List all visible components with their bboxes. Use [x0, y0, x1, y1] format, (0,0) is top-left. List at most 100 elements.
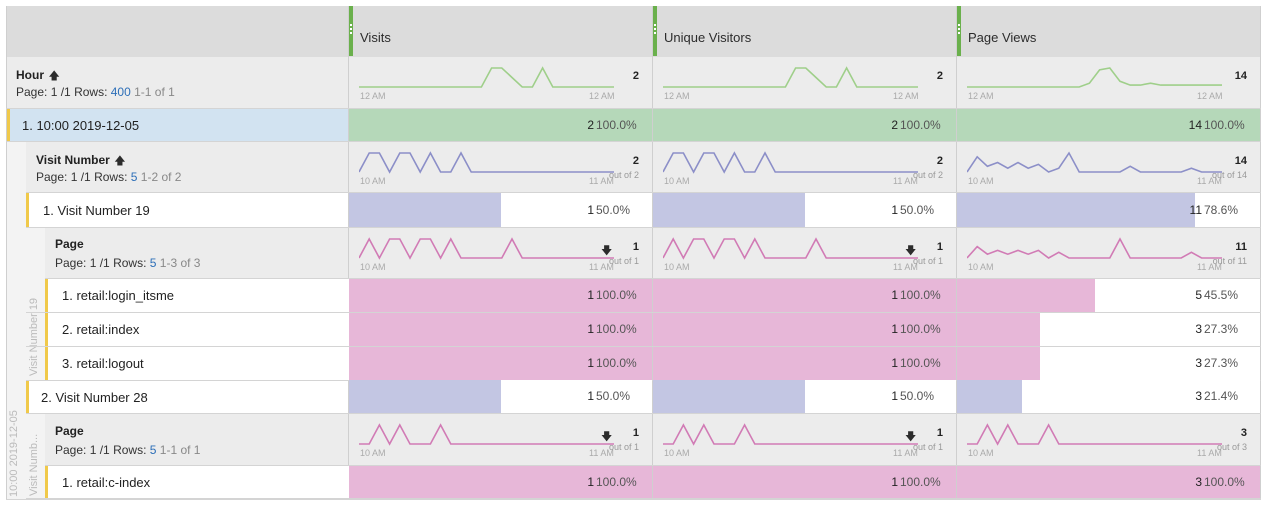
row-range: 1-2 of 2 [140, 170, 182, 184]
nesting-gutter-vn28 [26, 414, 45, 500]
tick-label-start: 10 AM [968, 448, 994, 458]
metric-percent: 50.0% [596, 203, 631, 217]
table-border [6, 499, 1261, 500]
column-total: 2 [936, 155, 943, 167]
metric-value: 1 [891, 288, 898, 302]
metric-percent: 100.0% [1204, 475, 1245, 489]
column-total-out-of: out of 1 [608, 442, 639, 452]
metric-bar [349, 380, 501, 414]
sort-down-arrow-icon[interactable]: 🡇 [601, 245, 613, 257]
sparkline-path [663, 423, 918, 446]
row-range: 1-3 of 3 [159, 256, 201, 270]
tick-label-end: 11 AM [1197, 448, 1222, 458]
sort-down-arrow-icon[interactable]: 🡇 [905, 431, 917, 443]
metric-bar [349, 313, 652, 347]
row-label[interactable]: 2. Visit Number 28 [41, 390, 148, 405]
column-total-out-of: out of 1 [912, 256, 943, 266]
rows-selector[interactable]: 5 [130, 170, 138, 184]
tick-label-end: 12 AM [893, 91, 919, 101]
drag-handle-icon[interactable] [349, 6, 353, 56]
row-range: 1-1 of 1 [159, 443, 201, 457]
table-row-page[interactable] [45, 279, 349, 313]
metric-value: 1 [891, 322, 898, 336]
metric-percent: 50.0% [900, 203, 935, 217]
tick-label-start: 12 AM [360, 91, 386, 101]
table-row-visit-number-19[interactable] [26, 193, 349, 228]
rows-selector[interactable]: 400 [110, 85, 131, 99]
sort-down-arrow-icon[interactable]: 🡇 [601, 431, 613, 443]
tick-label-start: 10 AM [968, 262, 994, 272]
dimension-name: Visit Number [36, 153, 110, 167]
column-total: 2 [632, 155, 639, 167]
metric-value: 2 [891, 118, 898, 132]
side-label-vn28: Visit Numb... [28, 433, 40, 496]
column-divider [1260, 6, 1261, 500]
metric-bar [957, 193, 1195, 228]
sort-down-arrow-icon[interactable]: 🡇 [905, 245, 917, 257]
metric-percent: 100.0% [900, 475, 941, 489]
sort-up-arrow-icon[interactable]: 🡅 [114, 155, 126, 167]
table-row-page[interactable] [45, 466, 349, 499]
tick-label-end: 11 AM [893, 262, 918, 272]
metric-bar [957, 279, 1095, 313]
table-row-visit-number-28[interactable] [26, 380, 349, 414]
table-row-page[interactable] [45, 347, 349, 381]
table-row-hour[interactable] [6, 109, 349, 142]
table-header [6, 6, 1261, 57]
sparkline-path [967, 67, 1222, 88]
metric-percent: 100.0% [900, 118, 941, 132]
metric-percent: 50.0% [596, 389, 631, 403]
row-label[interactable]: 1. retail:login_itsme [62, 288, 174, 303]
dimension-name: Hour [16, 68, 44, 82]
sparkline [967, 237, 1222, 259]
hour-dimension-label[interactable]: Hour 🡅 [16, 66, 60, 86]
column-title: Visits [360, 30, 391, 45]
drag-handle-icon[interactable] [653, 6, 657, 56]
column-header-unique-visitors[interactable]: Unique Visitors [653, 6, 957, 57]
row-label[interactable]: 1. retail:c-index [62, 475, 151, 490]
visit-number-dimension-label[interactable]: Visit Number 🡅 [36, 151, 126, 171]
metric-value: 3 [1195, 356, 1202, 370]
metric-value: 1 [587, 203, 594, 217]
metric-bar [653, 466, 956, 499]
metric-percent: 100.0% [1204, 118, 1245, 132]
page-indicator: Page: 1 /1 [16, 85, 71, 99]
row-divider [26, 413, 1261, 414]
tick-label-end: 11 AM [589, 448, 614, 458]
metric-percent: 100.0% [596, 322, 637, 336]
row-label[interactable]: 1. 10:00 2019-12-05 [22, 118, 140, 133]
tick-label-start: 12 AM [664, 91, 690, 101]
row-label[interactable]: 1. Visit Number 19 [43, 203, 150, 218]
rows-label: Rows: [74, 85, 108, 99]
row-divider [26, 192, 1261, 193]
sparkline [359, 237, 614, 260]
rows-selector[interactable]: 5 [149, 443, 157, 457]
tick-label-start: 10 AM [360, 262, 386, 272]
metric-value: 5 [1195, 288, 1202, 302]
tick-label-end: 11 AM [589, 262, 614, 272]
metric-percent: 100.0% [596, 475, 637, 489]
column-total: 1 [632, 427, 639, 439]
tick-label-start: 10 AM [360, 176, 386, 186]
dimension-name[interactable]: Page [55, 424, 84, 438]
sort-up-arrow-icon[interactable]: 🡅 [48, 70, 60, 82]
row-label[interactable]: 3. retail:logout [62, 356, 144, 371]
drag-handle-icon[interactable] [957, 6, 961, 56]
column-total: 1 [632, 241, 639, 253]
tick-label-end: 11 AM [893, 448, 918, 458]
column-header-page-views[interactable]: Page Views [957, 6, 1261, 57]
sparkline-path [359, 423, 614, 446]
metric-percent: 100.0% [596, 356, 637, 370]
hour-dimension-header [6, 57, 1261, 109]
row-label[interactable]: 2. retail:index [62, 322, 140, 337]
sparkline [967, 423, 1222, 446]
row-divider [26, 312, 1261, 313]
table-row-page[interactable] [45, 313, 349, 347]
column-title: Unique Visitors [664, 30, 752, 45]
sparkline-path [359, 237, 614, 260]
rows-selector[interactable]: 5 [149, 256, 157, 270]
tick-label-end: 11 AM [1197, 176, 1222, 186]
column-header-visits[interactable]: Visits [349, 6, 653, 57]
row-marker [45, 466, 48, 499]
dimension-name[interactable]: Page [55, 237, 84, 251]
